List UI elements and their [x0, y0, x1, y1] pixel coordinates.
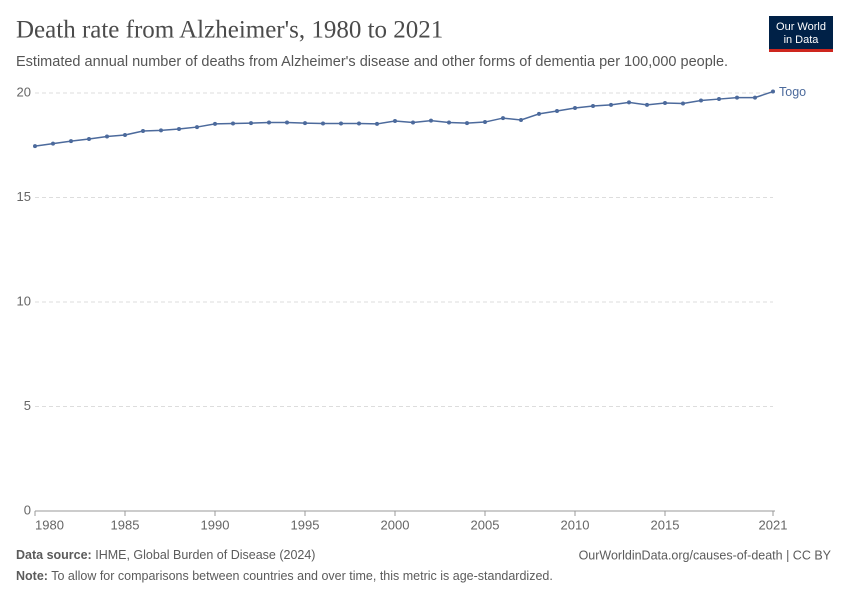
x-tick-label: 1990 — [201, 517, 230, 532]
data-point — [717, 97, 721, 102]
data-point — [303, 121, 307, 126]
source-label: Data source: — [16, 548, 92, 562]
data-point — [447, 120, 451, 125]
x-tick-label: 2010 — [561, 517, 590, 532]
data-point — [87, 136, 91, 141]
data-point — [555, 108, 559, 113]
data-point — [735, 95, 739, 100]
x-tick-label: 1980 — [35, 517, 64, 532]
source-text: IHME, Global Burden of Disease (2024) — [95, 548, 315, 562]
data-point — [51, 141, 55, 146]
logo-text: Our World — [776, 21, 826, 33]
data-point — [141, 129, 145, 134]
data-point — [267, 120, 271, 125]
y-tick-label: 5 — [24, 398, 31, 413]
chart-subtitle: Estimated annual number of deaths from A… — [16, 54, 728, 70]
data-point — [465, 121, 469, 126]
data-point — [537, 111, 541, 116]
y-tick-label: 0 — [24, 502, 31, 517]
data-point — [681, 101, 685, 106]
data-point — [375, 121, 379, 126]
data-point — [321, 121, 325, 126]
x-tick-label: 2005 — [471, 517, 500, 532]
data-point — [411, 120, 415, 125]
logo-bar — [769, 49, 833, 52]
series-label: Togo — [779, 85, 806, 99]
x-tick-label: 2021 — [759, 517, 788, 532]
data-point — [429, 118, 433, 123]
data-point — [609, 102, 613, 107]
data-point — [645, 102, 649, 107]
chart-title: Death rate from Alzheimer's, 1980 to 202… — [16, 17, 443, 44]
data-point — [69, 139, 73, 144]
data-point — [213, 121, 217, 126]
data-point — [771, 89, 775, 94]
data-point — [339, 121, 343, 126]
data-point — [519, 117, 523, 122]
source: Data source: IHME, Global Burden of Dise… — [16, 548, 315, 562]
data-point — [33, 144, 37, 149]
url: OurWorldinData.org/causes-of-death | CC … — [579, 548, 832, 562]
data-point — [627, 100, 631, 105]
data-point — [753, 95, 757, 100]
logo-box — [769, 16, 833, 52]
data-point — [393, 119, 397, 124]
data-point — [231, 121, 235, 126]
note-label: Note: — [16, 569, 48, 583]
data-point — [123, 133, 127, 138]
note-text: To allow for comparisons between countri… — [51, 569, 553, 583]
y-tick-label: 15 — [17, 189, 31, 204]
data-point — [249, 121, 253, 126]
data-point — [699, 98, 703, 103]
x-tick-label: 1985 — [111, 517, 140, 532]
data-point — [195, 125, 199, 130]
x-tick-label: 2000 — [381, 517, 410, 532]
data-point — [105, 134, 109, 139]
data-point — [177, 126, 181, 131]
note: Note: To allow for comparisons between c… — [16, 569, 553, 583]
data-point — [591, 103, 595, 108]
data-point — [663, 101, 667, 106]
data-point — [483, 120, 487, 125]
data-point — [573, 106, 577, 111]
x-tick-label: 2015 — [651, 517, 680, 532]
data-point — [501, 116, 505, 121]
series-line — [34, 90, 774, 147]
data-point — [357, 121, 361, 126]
y-tick-label: 20 — [17, 84, 31, 99]
x-tick-label: 1995 — [291, 517, 320, 532]
data-point — [285, 120, 289, 125]
y-tick-label: 10 — [17, 293, 31, 308]
data-point — [159, 128, 163, 133]
logo-text: in Data — [784, 34, 820, 46]
